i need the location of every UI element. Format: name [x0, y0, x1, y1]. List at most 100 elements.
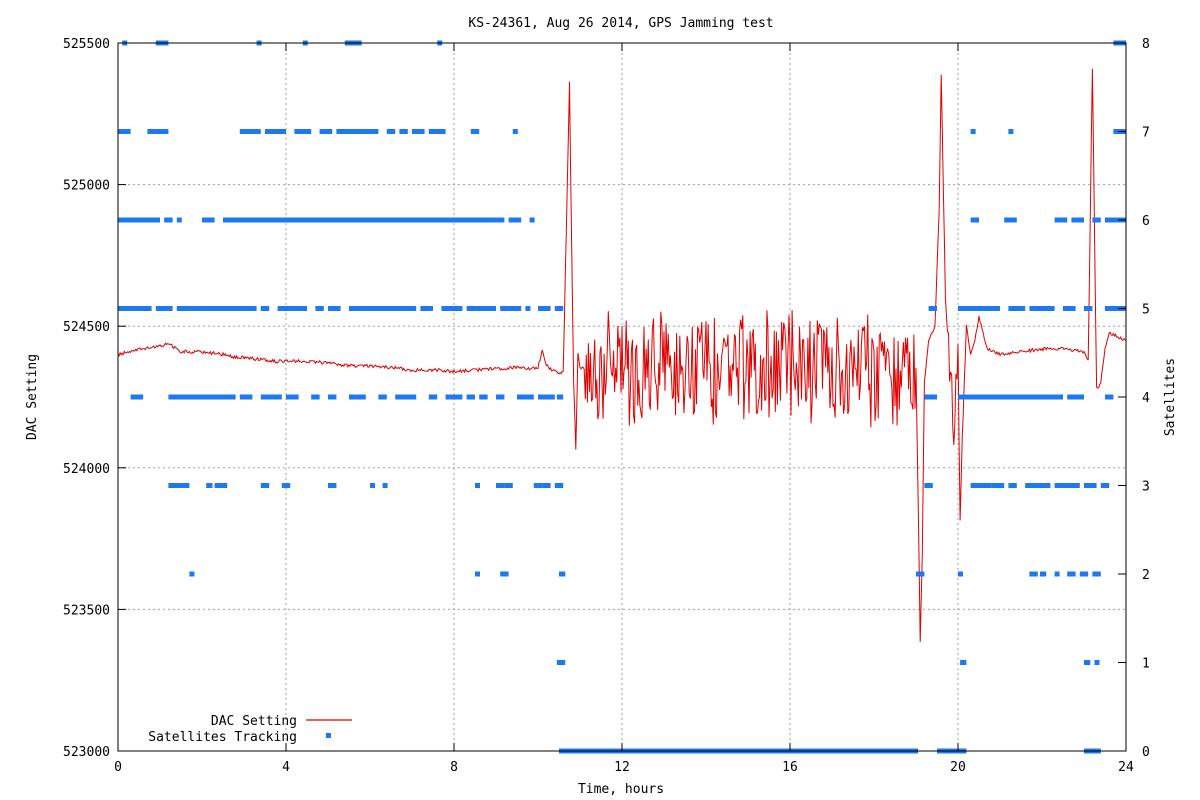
satellites-points: [399, 129, 407, 134]
satellites-points: [328, 483, 336, 488]
y-tick-label: 524500: [63, 320, 110, 335]
satellites-points: [958, 572, 963, 577]
satellites-points: [1084, 483, 1097, 488]
satellites-points: [475, 572, 480, 577]
satellites-points: [1101, 483, 1109, 488]
satellites-points: [557, 395, 563, 400]
satellites-points: [383, 483, 388, 488]
y2-tick-label: 7: [1142, 126, 1150, 141]
legend-label-satellites: Satellites Tracking: [148, 730, 297, 745]
chart-title: KS-24361, Aug 26 2014, GPS Jamming test: [468, 16, 773, 31]
satellites-points: [118, 306, 152, 311]
satellites-points: [542, 483, 550, 488]
satellites-points: [1029, 572, 1037, 577]
satellites-points: [336, 129, 378, 134]
satellites-points: [1040, 572, 1046, 577]
satellites-points: [378, 395, 386, 400]
satellites-points: [240, 129, 261, 134]
satellites-series-layer: [118, 41, 1126, 754]
satellites-points: [958, 306, 1000, 311]
satellites-points: [429, 395, 437, 400]
satellites-points: [929, 306, 937, 311]
satellites-points: [555, 306, 563, 311]
satellites-points: [924, 483, 932, 488]
satellites-points: [1092, 218, 1100, 223]
satellites-points: [446, 395, 463, 400]
y-tick-label: 523000: [63, 745, 110, 760]
satellites-points: [555, 483, 563, 488]
satellites-points: [924, 395, 937, 400]
satellites-points: [118, 218, 160, 223]
satellites-points: [131, 395, 144, 400]
satellites-points: [1080, 572, 1088, 577]
satellites-points: [971, 129, 976, 134]
y2-tick-label: 6: [1142, 214, 1150, 229]
y2-tick-label: 5: [1142, 303, 1150, 318]
y-tick-label: 525000: [63, 179, 110, 194]
satellites-points: [1092, 572, 1100, 577]
satellites-points: [1029, 306, 1054, 311]
x-tick-label: 12: [614, 760, 630, 775]
y-tick-label: 525500: [63, 37, 110, 52]
legend: DAC Setting Satellites Tracking: [148, 714, 352, 745]
satellites-points: [395, 395, 416, 400]
satellites-points: [349, 395, 366, 400]
satellites-points: [387, 129, 395, 134]
satellites-points: [1063, 306, 1076, 311]
satellites-points: [156, 306, 173, 311]
satellites-points: [517, 395, 534, 400]
satellites-points: [475, 483, 480, 488]
satellites-points: [1008, 306, 1025, 311]
satellites-points: [311, 395, 319, 400]
satellites-points: [206, 483, 212, 488]
satellites-points: [147, 129, 168, 134]
x-axis-label: Time, hours: [578, 782, 664, 797]
satellites-points: [202, 218, 215, 223]
satellites-points: [278, 306, 307, 311]
satellites-points: [525, 306, 530, 311]
satellites-points: [177, 306, 257, 311]
satellites-points: [504, 483, 512, 488]
satellites-points: [1105, 395, 1113, 400]
x-tick-label: 24: [1118, 760, 1134, 775]
y-tick-label: 524000: [63, 462, 110, 477]
satellites-points: [420, 306, 433, 311]
y2-tick-label: 3: [1142, 480, 1150, 495]
satellites-points: [538, 395, 555, 400]
y2-tick-label: 1: [1142, 657, 1150, 672]
satellites-points: [1008, 483, 1016, 488]
satellites-points: [1071, 218, 1084, 223]
satellites-points: [971, 218, 979, 223]
satellites-points: [1004, 218, 1017, 223]
y2-tick-label: 8: [1142, 37, 1150, 52]
y2-tick-label: 2: [1142, 568, 1150, 583]
satellites-points: [118, 129, 131, 134]
satellites-points: [992, 483, 1005, 488]
satellites-points: [370, 483, 375, 488]
satellites-points: [538, 306, 551, 311]
satellites-points: [958, 395, 1063, 400]
satellites-points: [223, 218, 504, 223]
satellites-points: [168, 483, 189, 488]
satellites-points: [177, 218, 182, 223]
satellites-points: [559, 572, 565, 577]
satellites-points: [1055, 218, 1068, 223]
satellites-points: [500, 572, 508, 577]
satellites-points: [265, 129, 286, 134]
satellites-points: [261, 483, 269, 488]
satellites-points: [441, 306, 462, 311]
satellites-points: [1084, 660, 1090, 665]
satellites-points: [349, 306, 416, 311]
satellites-points: [971, 483, 979, 488]
satellites-points: [509, 218, 522, 223]
satellites-points: [328, 306, 341, 311]
satellites-points: [496, 395, 504, 400]
satellites-points: [467, 395, 475, 400]
satellites-points: [429, 129, 446, 134]
satellites-points: [1084, 306, 1092, 311]
satellites-points: [500, 306, 521, 311]
satellites-points: [960, 660, 966, 665]
satellites-points: [164, 218, 172, 223]
x-tick-label: 16: [782, 760, 798, 775]
